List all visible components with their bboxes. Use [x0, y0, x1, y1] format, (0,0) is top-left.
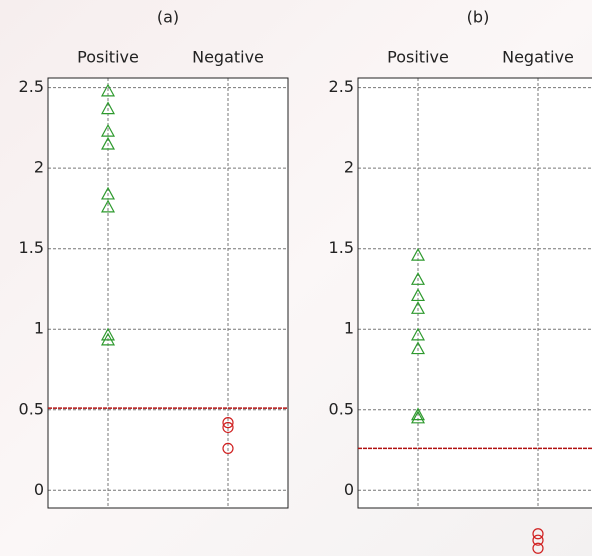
plot-frame	[357, 77, 592, 509]
circle-marker	[532, 542, 544, 554]
triangle-marker	[410, 288, 426, 302]
triangle-marker	[410, 272, 426, 285]
triangle-marker	[410, 407, 426, 421]
y-tick-label: 1.5	[19, 238, 44, 257]
y-tick-label: 0.5	[19, 399, 44, 418]
circle-marker	[222, 421, 234, 434]
triangle-marker	[100, 83, 116, 97]
triangle-marker	[100, 327, 116, 341]
plot-frame	[47, 77, 289, 509]
circle-marker	[222, 417, 234, 429]
triangle-marker	[410, 247, 426, 261]
category-label: Positive	[387, 48, 449, 67]
y-tick-label: 1	[34, 319, 44, 338]
circle-marker	[532, 534, 544, 546]
y-tick-label: 0	[344, 480, 354, 499]
panel-title: (b)	[467, 8, 490, 27]
y-tick-label: 0.5	[329, 399, 354, 418]
circle-marker	[222, 442, 234, 455]
y-tick-label: 1	[344, 319, 354, 338]
triangle-marker	[100, 101, 116, 115]
plot-area	[358, 78, 592, 508]
category-label: Negative	[192, 48, 264, 67]
triangle-marker	[100, 332, 116, 346]
y-tick-label: 2.5	[329, 77, 354, 96]
triangle-marker	[100, 136, 116, 150]
triangle-marker	[410, 410, 426, 424]
category-label: Positive	[77, 48, 139, 67]
panel-title: (a)	[157, 8, 179, 27]
triangle-marker	[410, 301, 426, 314]
triangle-marker	[410, 341, 426, 355]
category-label: Negative	[502, 48, 574, 67]
y-tick-label: 2	[34, 158, 44, 177]
y-tick-label: 2.5	[19, 77, 44, 96]
plot-area	[48, 78, 288, 508]
triangle-marker	[100, 199, 116, 213]
triangle-marker	[410, 327, 426, 341]
y-tick-label: 2	[344, 158, 354, 177]
triangle-marker	[100, 186, 116, 200]
y-tick-label: 1.5	[329, 238, 354, 257]
y-tick-label: 0	[34, 480, 44, 499]
triangle-marker	[100, 123, 116, 137]
circle-marker	[532, 528, 544, 540]
